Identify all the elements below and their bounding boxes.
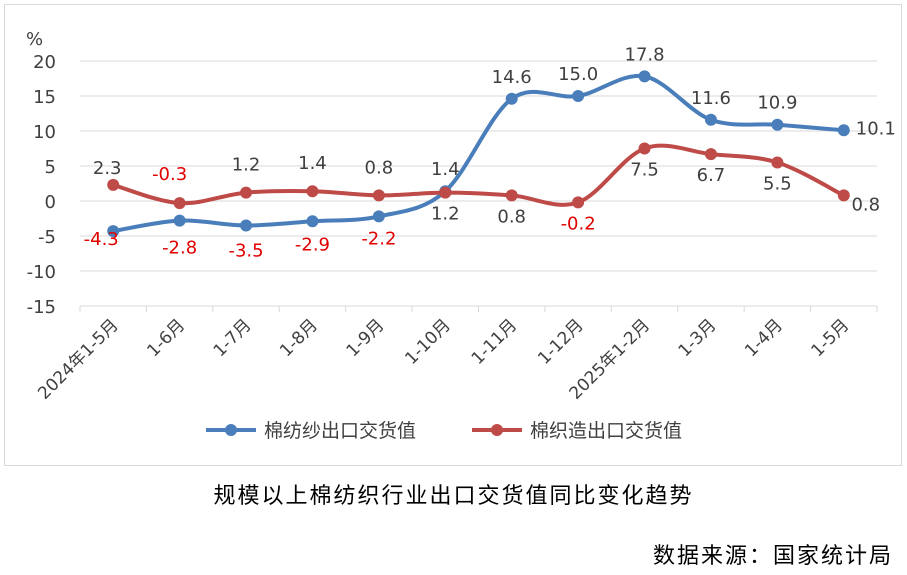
x-tick-label: 1-3月 — [675, 315, 721, 361]
data-label: 2.3 — [93, 158, 122, 179]
x-tick-label: 1-8月 — [276, 315, 322, 361]
data-label: -3.5 — [228, 241, 263, 262]
y-tick-label: 15 — [33, 87, 56, 108]
y-tick-label: -15 — [27, 297, 56, 318]
series-line — [112, 73, 844, 234]
legend-label: 棉纺纱出口交货值 — [264, 420, 416, 442]
y-tick-label: 20 — [33, 52, 56, 73]
y-tick-label: -5 — [38, 227, 56, 248]
data-label: 0.8 — [851, 194, 880, 215]
data-point — [107, 178, 120, 191]
data-point — [505, 92, 518, 105]
x-tick-label: 1-9月 — [343, 315, 389, 361]
data-point — [572, 196, 585, 209]
data-point — [173, 197, 186, 210]
data-point — [306, 215, 319, 228]
x-tick-label: 2024年1-5月 — [34, 315, 122, 403]
data-label: 1.4 — [431, 159, 460, 180]
data-label: -2.9 — [295, 234, 330, 255]
data-point — [505, 189, 518, 202]
data-point — [837, 189, 850, 202]
x-tick-label: 1-5月 — [808, 315, 854, 361]
chart-frame — [4, 4, 902, 466]
data-label: 1.4 — [298, 153, 327, 174]
data-label: 11.6 — [691, 88, 731, 109]
data-label: 5.5 — [763, 174, 792, 195]
data-point — [771, 118, 784, 131]
data-label: 7.5 — [630, 160, 659, 181]
data-source-note: 数据来源：国家统计局 — [652, 544, 893, 569]
data-point — [837, 124, 850, 137]
y-tick-label: 0 — [45, 192, 56, 213]
legend-marker — [491, 424, 503, 436]
data-point — [240, 186, 253, 199]
data-label: 0.8 — [497, 206, 526, 227]
data-point — [439, 186, 452, 199]
legend-label: 棉织造出口交货值 — [530, 420, 682, 442]
data-point — [372, 210, 385, 223]
data-point — [572, 90, 585, 102]
data-label: -2.8 — [162, 238, 197, 259]
data-label: -2.2 — [361, 228, 396, 249]
chart-caption: 规模以上棉纺织行业出口交货值同比变化趋势 — [213, 484, 694, 509]
data-point — [306, 185, 319, 198]
series-line — [112, 143, 845, 207]
data-point — [638, 142, 651, 155]
data-point — [107, 225, 120, 238]
data-label: 10.1 — [856, 118, 896, 139]
data-label: -0.2 — [561, 213, 596, 234]
data-label: 10.9 — [757, 93, 797, 114]
x-tick-label: 1-4月 — [741, 315, 787, 361]
data-point — [704, 113, 717, 126]
x-tick-label: 1-6月 — [143, 315, 189, 361]
data-label: -4.3 — [84, 229, 119, 250]
y-tick-label: -10 — [27, 262, 56, 283]
data-point — [638, 70, 651, 83]
data-label: 15.0 — [558, 64, 598, 85]
y-tick-label: 10 — [33, 122, 56, 143]
x-tick-label: 1-10月 — [401, 315, 454, 368]
data-point — [173, 214, 186, 227]
data-label: 17.8 — [625, 44, 665, 65]
data-label: 0.8 — [365, 157, 394, 178]
data-point — [771, 156, 784, 169]
data-label: 1.2 — [431, 204, 460, 225]
legend-marker — [225, 424, 237, 436]
data-label: 14.6 — [492, 67, 532, 88]
x-tick-label: 1-12月 — [534, 315, 587, 368]
x-tick-label: 1-11月 — [468, 315, 521, 368]
line-chart: 20 15 10 5 0 -5 -10 -15% 2024年1-5月 1-6月 1-7月 1-8月 1-… — [26, 29, 896, 442]
x-tick-label: 1-7月 — [210, 315, 256, 361]
y-tick-label: 5 — [45, 157, 56, 178]
data-label: 6.7 — [697, 165, 726, 186]
data-label: 1.2 — [232, 155, 261, 176]
data-label: -0.3 — [152, 164, 187, 185]
data-point — [240, 219, 253, 232]
data-point — [372, 189, 385, 202]
y-axis-unit-label: % — [26, 29, 43, 50]
data-point — [704, 148, 717, 161]
